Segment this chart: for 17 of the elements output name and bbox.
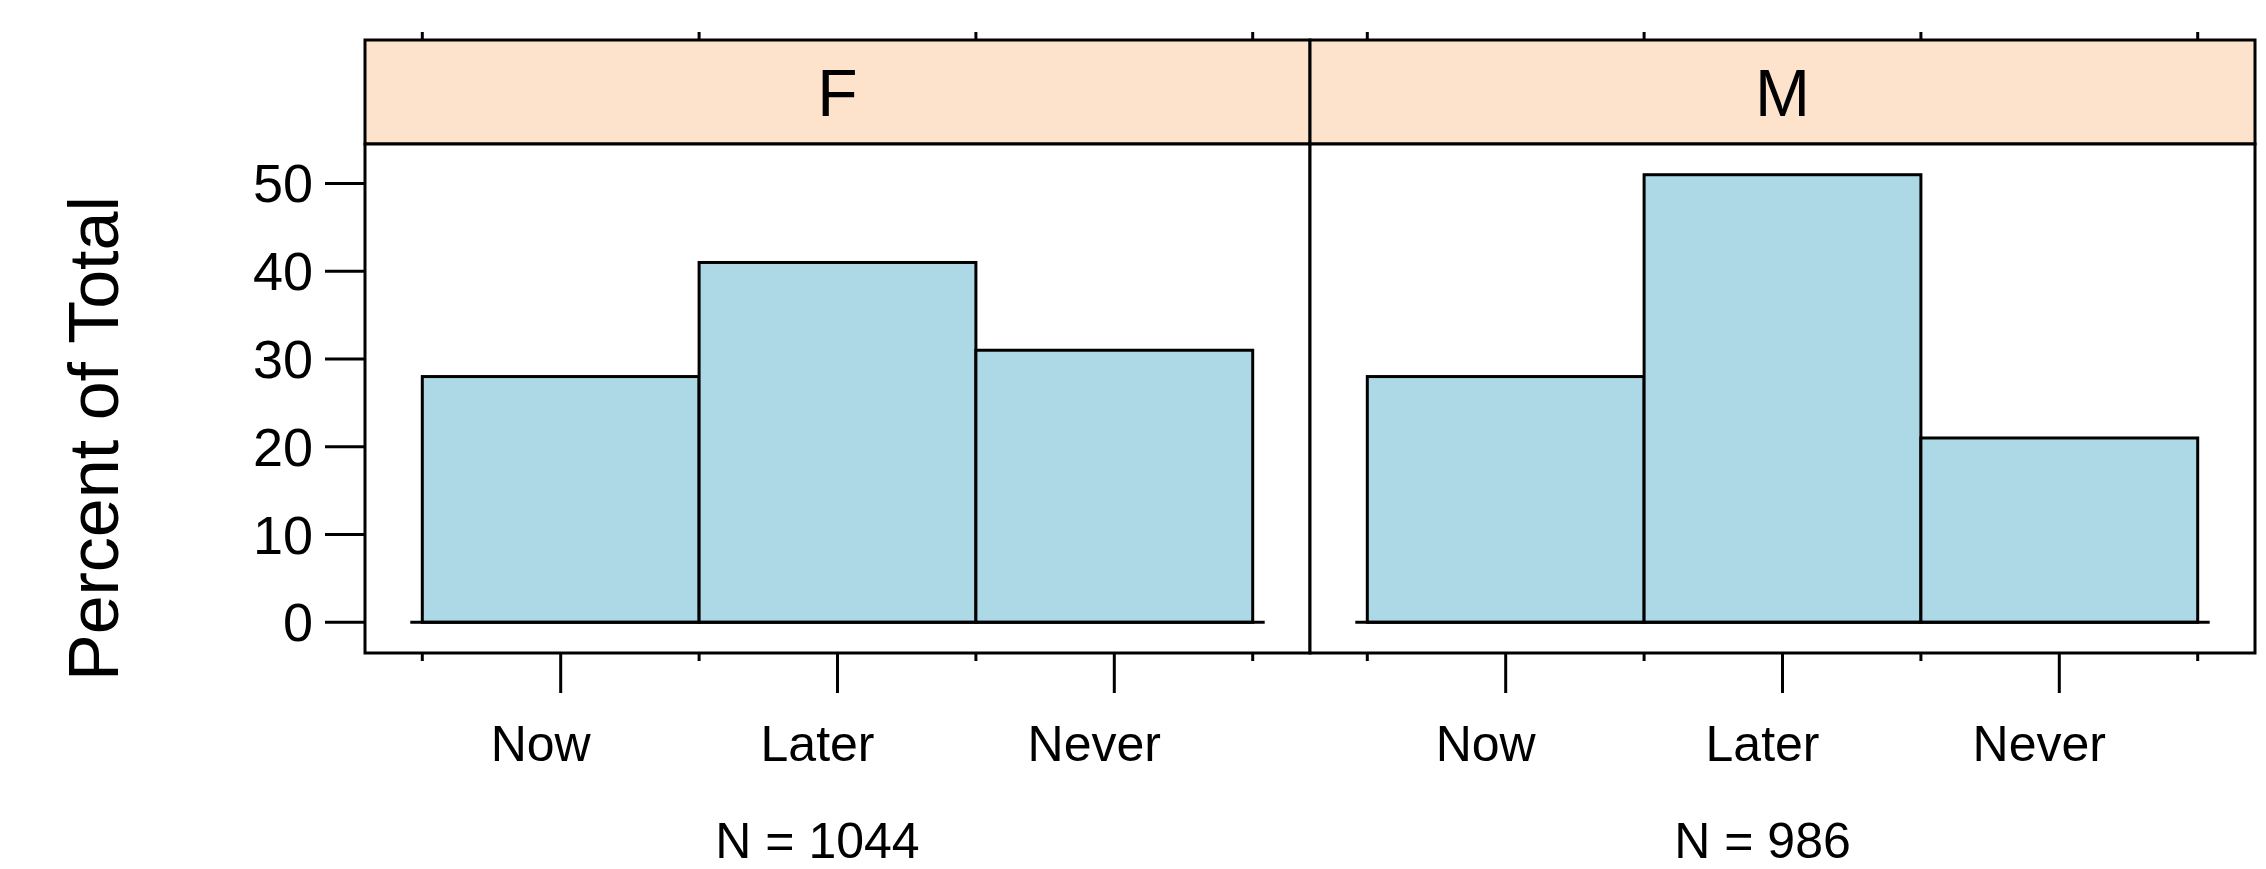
y-tick-label: 10 — [252, 504, 313, 565]
x-tick-label: Now — [490, 716, 592, 772]
x-tick-label: Later — [760, 716, 875, 772]
y-tick-label: 50 — [252, 153, 313, 214]
y-tick-label: 30 — [252, 329, 313, 390]
x-axis-title: N = 1044 — [715, 813, 920, 869]
chart-title: M — [1755, 56, 1810, 130]
x-tick-label: Never — [1972, 716, 2106, 772]
y-tick-label: 0 — [282, 592, 313, 653]
x-tick-label: Now — [1435, 716, 1537, 772]
x-tick-label: Never — [1027, 716, 1161, 772]
y-tick-label: 20 — [252, 416, 313, 477]
y-axis-title: Percent of Total — [55, 195, 133, 682]
x-axis-title: N = 986 — [1674, 813, 1851, 869]
x-tick-label: Later — [1705, 716, 1820, 772]
y-tick-label: 40 — [252, 241, 313, 302]
chart-title: F — [817, 56, 858, 130]
